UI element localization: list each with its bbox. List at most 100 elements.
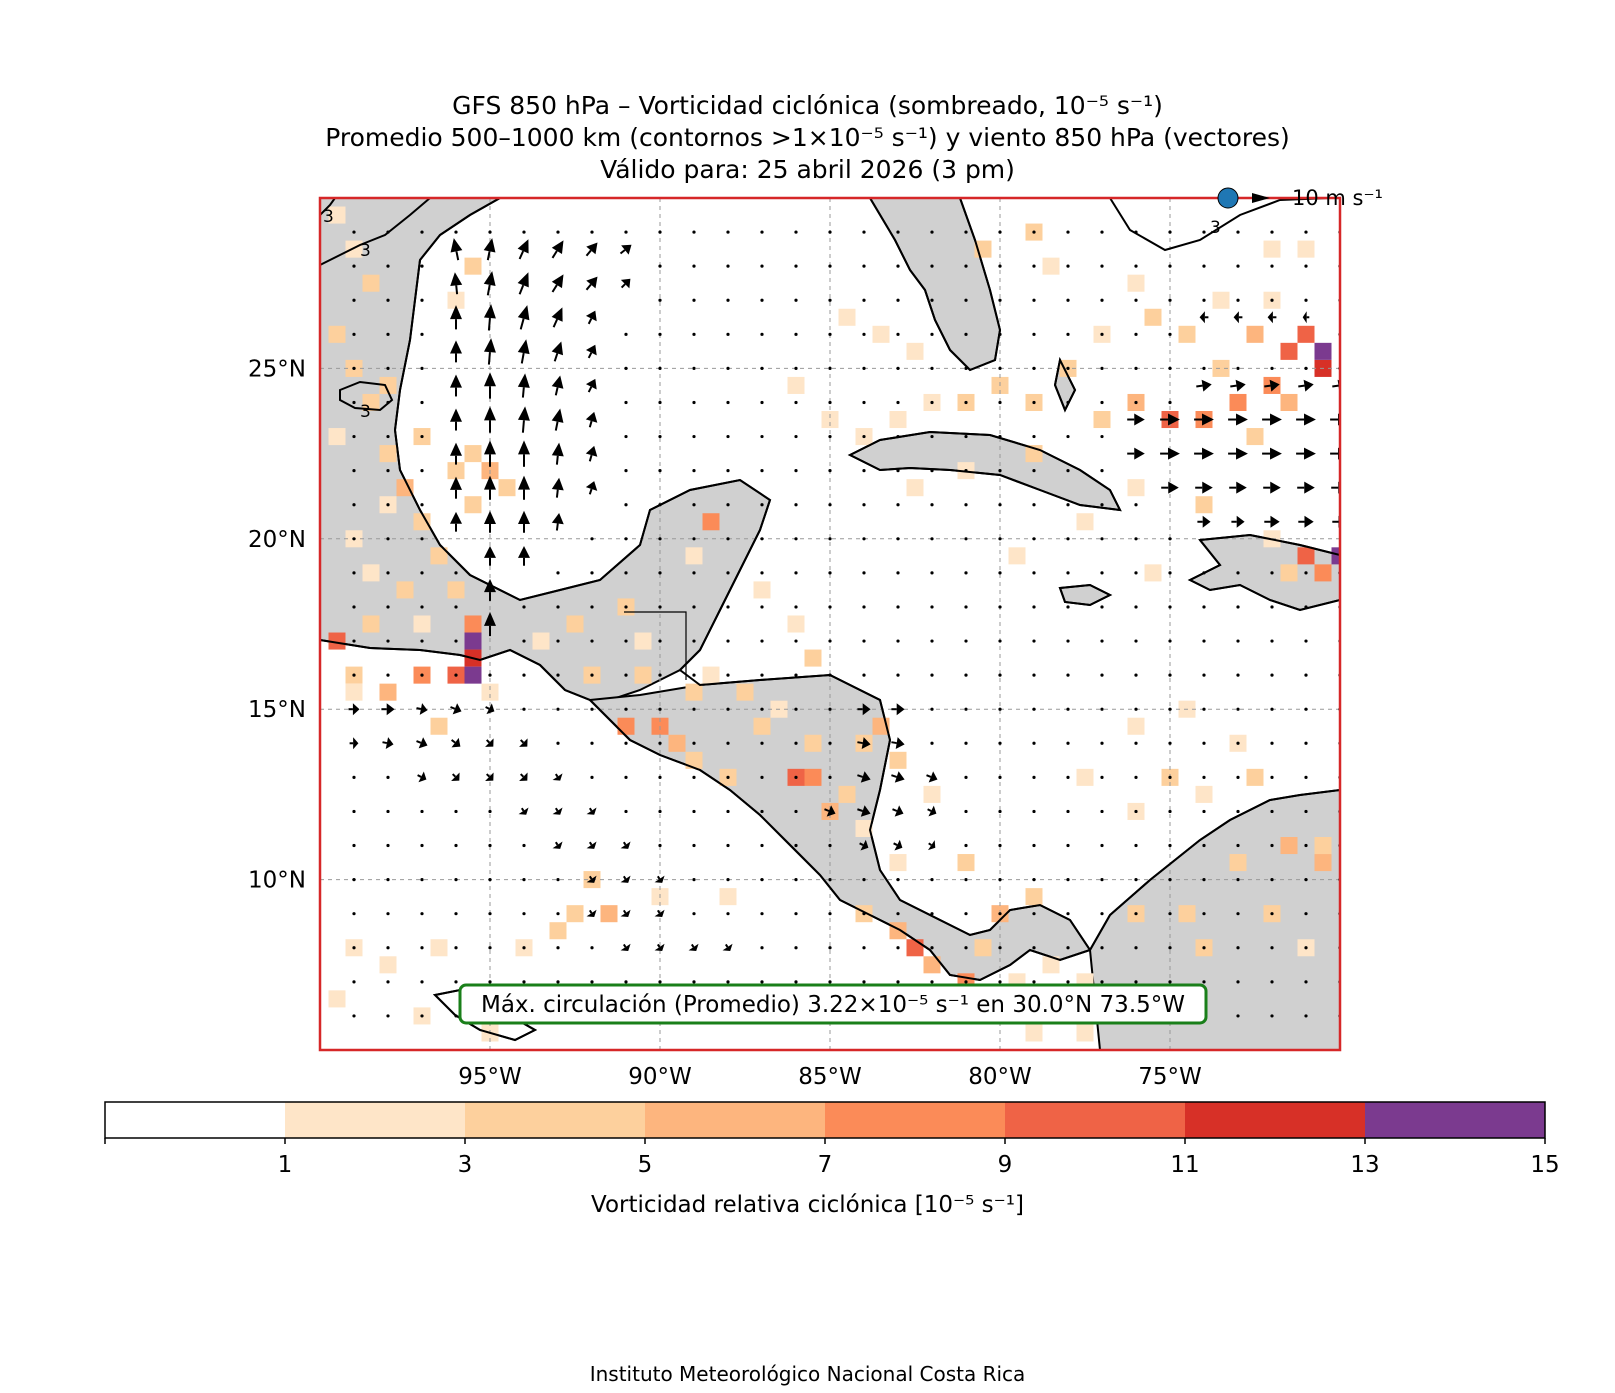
contour-label: 3 <box>360 241 371 261</box>
vorticity-cell <box>430 939 448 957</box>
calm-dot <box>896 946 900 950</box>
calm-dot <box>930 537 934 541</box>
wind-vector <box>688 943 699 952</box>
calm-dot <box>726 264 730 268</box>
vorticity-cell <box>379 445 397 463</box>
calm-dot <box>1270 741 1274 745</box>
vorticity-cell <box>889 751 907 769</box>
calm-dot <box>828 469 832 473</box>
wind-vector <box>585 445 598 462</box>
calm-dot <box>862 537 866 541</box>
calm-dot <box>1066 298 1070 302</box>
calm-dot <box>352 605 356 609</box>
calm-dot <box>1304 980 1308 984</box>
vorticity-cell <box>396 479 414 497</box>
calm-dot <box>1236 843 1240 848</box>
calm-dot <box>692 434 696 439</box>
vorticity-cell <box>1212 291 1230 309</box>
calm-dot <box>998 843 1002 848</box>
calm-dot <box>624 400 628 405</box>
calm-dot <box>828 878 832 882</box>
wind-vector <box>620 875 631 883</box>
calm-dot <box>1168 400 1172 405</box>
calm-dot <box>386 366 390 370</box>
calm-dot <box>930 912 934 916</box>
wind-vector <box>417 771 427 783</box>
vorticity-cell <box>1246 768 1264 786</box>
calm-dot <box>386 912 390 916</box>
calm-dot <box>828 775 832 779</box>
calm-dot <box>726 707 730 711</box>
calm-dot <box>760 503 764 507</box>
calm-dot <box>862 469 866 473</box>
wind-vector <box>450 340 462 363</box>
calm-dot <box>590 571 594 575</box>
calm-dot <box>658 400 662 405</box>
calm-dot <box>1270 912 1274 916</box>
vorticity-cell <box>1280 564 1298 582</box>
vorticity-cell <box>498 479 516 497</box>
calm-dot <box>760 639 764 643</box>
calm-dot <box>1100 912 1104 916</box>
contour-label: 3 <box>1210 218 1221 238</box>
calm-dot <box>590 673 594 677</box>
calm-dot <box>522 980 526 984</box>
calm-dot <box>964 469 968 473</box>
calm-dot <box>1134 673 1138 677</box>
wind-vector <box>1196 379 1212 392</box>
wind-vector <box>451 737 461 748</box>
contour-atlantic <box>1109 198 1331 252</box>
vorticity-cell <box>1093 411 1111 429</box>
calm-dot <box>794 298 798 302</box>
calm-dot <box>998 707 1002 711</box>
calm-dot <box>1236 775 1240 779</box>
calm-dot <box>624 639 628 643</box>
calm-dot <box>1202 707 1206 711</box>
vorticity-cell <box>1178 325 1196 343</box>
vorticity-cell <box>957 854 975 872</box>
calm-dot <box>624 332 628 336</box>
calm-dot <box>1168 571 1172 575</box>
calm-dot <box>624 571 628 575</box>
calm-dot <box>1066 673 1070 677</box>
contour-corner <box>320 198 336 216</box>
calm-dot <box>1236 673 1240 677</box>
calm-dot <box>1202 673 1206 677</box>
calm-dot <box>386 878 390 882</box>
calm-dot <box>998 571 1002 575</box>
calm-dot <box>692 707 696 711</box>
calm-dot <box>1202 741 1206 745</box>
calm-dot <box>726 469 730 473</box>
calm-dot <box>658 469 662 473</box>
vorticity-cell <box>838 308 856 326</box>
calm-dot <box>1032 707 1036 711</box>
calm-dot <box>1066 469 1070 473</box>
calm-dot <box>1032 843 1036 848</box>
calm-dot <box>726 503 730 507</box>
calm-dot <box>1134 809 1138 814</box>
vorticity-cell <box>328 428 346 446</box>
wind-vector <box>551 307 563 328</box>
calm-dot <box>352 775 356 779</box>
calm-dot <box>862 912 866 916</box>
calm-dot <box>1168 605 1172 609</box>
calm-dot <box>1202 843 1206 848</box>
wind-vector <box>1199 311 1209 324</box>
vorticity-cell <box>1331 547 1340 565</box>
calm-dot <box>1134 298 1138 302</box>
calm-dot <box>454 673 458 677</box>
calm-dot <box>420 571 424 575</box>
calm-dot <box>1100 503 1104 507</box>
vorticity-cell <box>617 717 635 735</box>
calm-dot <box>1236 230 1240 234</box>
calm-dot <box>794 332 798 336</box>
calm-dot <box>1032 946 1036 950</box>
wind-vector <box>1197 515 1211 528</box>
vorticity-cell <box>804 734 822 752</box>
vorticity-cell <box>430 547 448 565</box>
wind-vector <box>619 244 632 255</box>
wind-vector <box>517 339 530 364</box>
vorticity-cell <box>1280 837 1298 855</box>
vorticity-cell <box>1178 905 1196 923</box>
calm-dot <box>1270 264 1274 268</box>
